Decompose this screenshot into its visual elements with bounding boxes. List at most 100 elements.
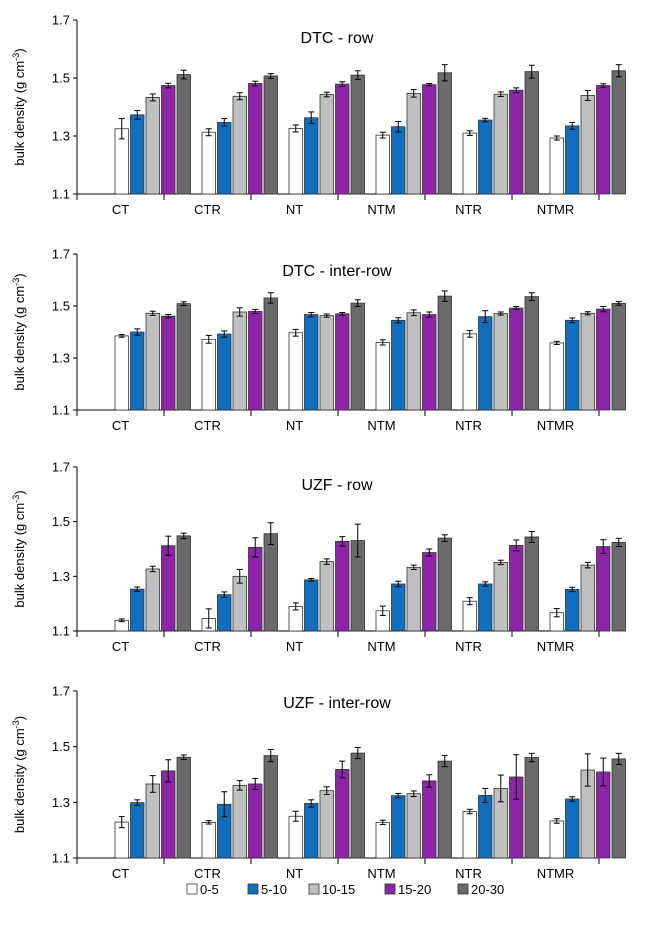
bar-10-15 (493, 313, 508, 411)
x-category-label: NT (286, 202, 303, 217)
x-category-label: CTR (194, 202, 221, 217)
chart-panel-2: DTC - inter-row bulk density (g cm-3) 1.1 1… (11, 247, 626, 433)
bar-5-10 (565, 125, 580, 195)
x-category-label: NT (286, 866, 303, 881)
bar-20-30 (524, 71, 539, 195)
bar-10-15 (145, 97, 160, 195)
x-category-label: NTR (455, 418, 482, 433)
bar-5-10 (130, 114, 145, 195)
bar-20-30 (350, 302, 365, 411)
y-tick-label: 1.3 (52, 569, 70, 584)
bar-0-5 (201, 338, 216, 411)
x-category-label: CT (112, 866, 129, 881)
y-tick-label: 1.5 (52, 739, 70, 754)
legend-label: 20-30 (471, 882, 504, 897)
bar-0-5 (114, 335, 129, 411)
y-tick-label: 1.1 (52, 403, 70, 418)
bar-10-15 (145, 312, 160, 411)
bar-10-15 (319, 315, 334, 411)
y-tick-label: 1.5 (52, 299, 70, 314)
bar-20-30 (350, 752, 365, 859)
bar-15-20 (161, 545, 176, 632)
x-category-label: NTR (455, 866, 482, 881)
y-tick-label: 1.5 (52, 71, 70, 86)
bar-0-5 (462, 600, 477, 632)
bar-15-20 (161, 315, 176, 411)
bar-20-30 (350, 74, 365, 195)
bar-5-10 (130, 331, 145, 411)
bar-15-20 (248, 311, 263, 411)
y-axis-label: bulk density (g cm-3) (11, 48, 27, 165)
y-tick-label: 1.7 (52, 684, 70, 699)
bar-5-10 (565, 319, 580, 411)
bar-15-20 (422, 84, 437, 195)
y-axis-label-superscript: -3 (11, 53, 21, 61)
bar-10-15 (232, 95, 247, 195)
bar-15-20 (335, 83, 350, 195)
y-axis-label-close: ) (12, 48, 27, 52)
y-axis-label-main: bulk density (g cm (12, 61, 27, 166)
bar-20-30 (176, 535, 191, 632)
bar-10-15 (406, 566, 421, 632)
bar-5-10 (217, 594, 232, 632)
bar-20-30 (437, 295, 452, 411)
bar-0-5 (288, 332, 303, 411)
bar-5-10 (565, 798, 580, 859)
legend-swatch-5-10 (247, 883, 259, 895)
panel-title: UZF - inter-row (283, 695, 391, 712)
bar-5-10 (478, 316, 493, 411)
bar-10-15 (406, 92, 421, 195)
x-category-label: NTMR (537, 418, 575, 433)
x-category-label: NTMR (537, 202, 575, 217)
bar-10-15 (406, 312, 421, 411)
bar-15-20 (161, 85, 176, 195)
y-axis-label-close: ) (12, 490, 27, 494)
x-category-label: CT (112, 202, 129, 217)
bar-5-10 (217, 121, 232, 195)
bar-20-30 (524, 296, 539, 411)
bar-20-30 (524, 536, 539, 632)
y-tick-label: 1.7 (52, 13, 70, 28)
bar-20-30 (611, 758, 626, 859)
x-category-label: CTR (194, 639, 221, 654)
bar-15-20 (422, 552, 437, 632)
y-axis-label: bulk density (g cm-3) (11, 490, 27, 607)
y-tick-label: 1.3 (52, 129, 70, 144)
bar-15-20 (509, 89, 524, 195)
bar-10-15 (145, 568, 160, 632)
y-tick-label: 1.1 (52, 624, 70, 639)
y-tick-label: 1.1 (52, 187, 70, 202)
y-tick-label: 1.5 (52, 514, 70, 529)
bar-20-30 (263, 533, 278, 632)
bar-5-10 (391, 319, 406, 411)
panel-title: DTC - inter-row (282, 263, 392, 280)
bar-0-5 (288, 128, 303, 195)
bar-5-10 (130, 588, 145, 632)
bar-5-10 (565, 589, 580, 632)
y-axis-label-main: bulk density (g cm (12, 286, 27, 391)
bar-10-15 (319, 561, 334, 632)
panel-title: UZF - row (301, 477, 373, 494)
y-axis-label: bulk density (g cm-3) (11, 273, 27, 390)
bar-10-15 (232, 311, 247, 411)
x-category-label: NTMR (537, 639, 575, 654)
y-tick-label: 1.7 (52, 247, 70, 262)
y-tick-label: 1.7 (52, 460, 70, 475)
y-axis-label-superscript: -3 (11, 495, 21, 503)
legend-swatch-10-15 (308, 883, 320, 895)
x-category-label: NTR (455, 639, 482, 654)
bar-0-5 (201, 821, 216, 859)
bar-0-5 (549, 342, 564, 411)
bar-0-5 (549, 820, 564, 859)
y-axis-label: bulk density (g cm-3) (11, 716, 27, 833)
bar-15-20 (596, 85, 611, 195)
x-category-label: NTM (367, 418, 395, 433)
bar-20-30 (437, 760, 452, 859)
bar-5-10 (304, 314, 319, 411)
bar-10-15 (319, 790, 334, 859)
bar-20-30 (176, 756, 191, 859)
bar-20-30 (176, 303, 191, 411)
bar-20-30 (176, 74, 191, 195)
bar-15-20 (596, 546, 611, 632)
